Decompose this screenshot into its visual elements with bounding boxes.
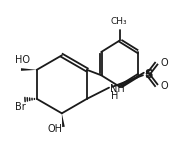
Text: Br: Br [15,102,25,112]
Text: NH: NH [110,84,125,94]
Text: OH: OH [48,124,63,134]
Polygon shape [62,113,65,127]
Text: HO: HO [15,55,30,65]
Text: O: O [160,58,168,68]
Polygon shape [21,68,37,71]
Text: CH₃: CH₃ [111,17,127,26]
Text: H: H [111,91,118,101]
Text: S: S [144,68,152,81]
Text: O: O [160,81,168,91]
